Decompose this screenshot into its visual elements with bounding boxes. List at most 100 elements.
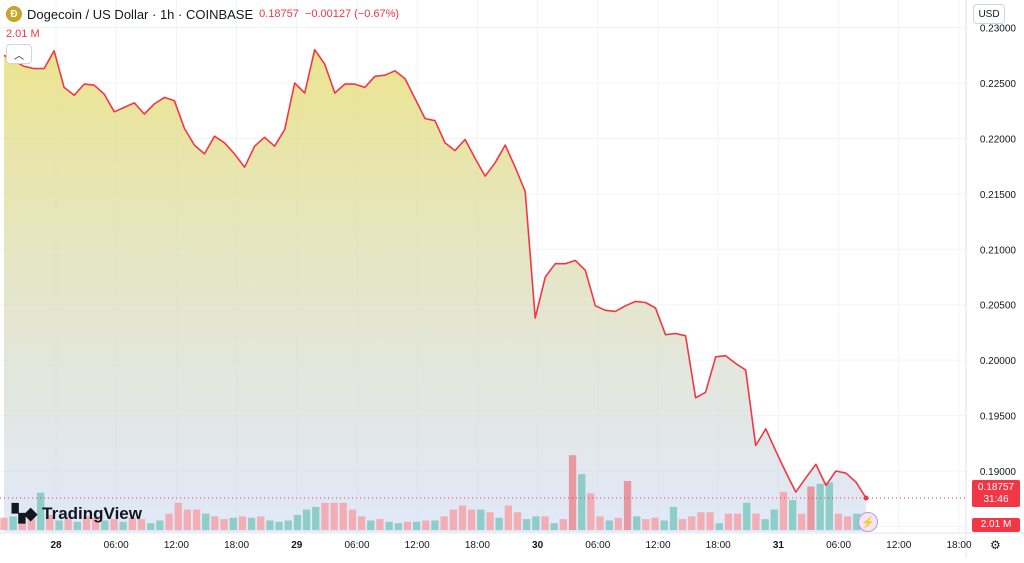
volume-bar <box>376 519 384 530</box>
last-price-dot <box>863 495 869 501</box>
volume-bars <box>0 455 870 530</box>
volume-bar <box>550 523 558 530</box>
volume-bar <box>174 502 182 530</box>
volume-bar <box>37 492 45 530</box>
current-price-value: 0.18757 <box>977 482 1015 493</box>
volume-bar <box>578 474 586 530</box>
volume-bar <box>541 516 549 530</box>
volume-bar <box>853 513 861 530</box>
currency-button[interactable]: USD <box>973 4 1005 24</box>
volume-bar <box>339 502 347 530</box>
y-tick-label: 0.20000 <box>980 356 1017 367</box>
volume-bar <box>64 519 72 530</box>
price-area <box>4 49 866 532</box>
symbol-title[interactable]: Dogecoin / US Dollar · 1h · COINBASE <box>27 6 254 22</box>
volume-bar <box>614 517 622 530</box>
volume-bar <box>660 520 668 530</box>
x-tick-label: 31 <box>773 540 785 551</box>
volume-bar <box>55 520 63 530</box>
gear-icon[interactable]: ⚙ <box>990 538 1001 552</box>
x-tick-label: 12:00 <box>164 540 189 551</box>
volume-bar <box>706 512 714 530</box>
volume-bar <box>798 513 806 530</box>
volume-bar <box>27 516 36 530</box>
volume-bar <box>651 517 659 530</box>
chevron-up-icon: ︿ <box>14 50 24 62</box>
volume-bar <box>257 516 265 530</box>
volume-bar <box>761 519 769 530</box>
volume-bar <box>302 509 311 530</box>
volume-bar <box>789 500 797 530</box>
volume-bar <box>477 509 485 530</box>
volume-bar <box>458 505 467 530</box>
volume-bar <box>715 523 723 530</box>
y-tick-label: 0.21500 <box>980 190 1017 201</box>
volume-bar <box>504 505 512 530</box>
volume-bar <box>807 486 815 530</box>
volume-bar <box>468 509 476 530</box>
volume-bar <box>0 517 8 530</box>
volume-bar <box>495 517 503 530</box>
volume-bar <box>422 520 430 530</box>
symbol-header[interactable]: Ð Dogecoin / US Dollar · 1h · COINBASE 0… <box>6 4 399 24</box>
volume-bar <box>669 506 678 530</box>
volume-bar <box>816 483 824 530</box>
volume-bar <box>697 512 705 530</box>
x-tick-label: 12:00 <box>886 540 911 551</box>
x-tick-label: 06:00 <box>344 540 369 551</box>
price-line-layer <box>0 48 966 501</box>
x-tick-label: 29 <box>291 540 303 551</box>
volume-bar <box>587 493 595 530</box>
volume-bar <box>9 516 17 530</box>
volume-bar <box>733 513 742 530</box>
y-tick-label: 0.19000 <box>980 467 1017 478</box>
volume-bar <box>247 517 256 530</box>
volume-bar <box>348 509 357 530</box>
price-axis[interactable]: 0.23000 0.22500 0.22000 0.21500 0.21000 0.205… <box>965 0 1017 558</box>
y-tick-label: 0.21000 <box>980 245 1017 256</box>
volume-bar <box>165 513 173 530</box>
volume-bar <box>486 512 494 530</box>
volume-bar <box>101 520 109 530</box>
volume-bar <box>596 516 604 530</box>
x-tick-label: 18:00 <box>706 540 731 551</box>
volume-bar <box>330 502 338 530</box>
x-tick-label: 28 <box>50 540 62 551</box>
volume-bar <box>403 521 412 530</box>
volume-bar <box>202 513 210 530</box>
volume-bar <box>82 516 91 530</box>
x-tick-label: 18:00 <box>224 540 249 551</box>
volume-bar <box>192 509 201 530</box>
volume-bar <box>688 516 696 530</box>
price-change: −0.00127 (−0.67%) <box>304 8 400 20</box>
volume-bar <box>137 519 146 530</box>
price-area-fill <box>4 49 866 532</box>
volume-bar <box>394 523 402 530</box>
volume-bar <box>532 516 540 530</box>
collapse-legend-button[interactable]: ︿ <box>6 44 32 64</box>
current-price-tag: 0.18757 31:46 <box>972 480 1020 507</box>
volume-bar <box>275 521 283 530</box>
volume-bar <box>825 482 833 530</box>
volume-bar <box>678 519 687 530</box>
x-tick-label: 18:00 <box>946 540 971 551</box>
y-tick-label: 0.22500 <box>980 79 1017 90</box>
volume-bar <box>293 515 302 530</box>
lightning-icon[interactable]: ⚡ <box>858 512 878 532</box>
last-price: 0.18757 <box>259 8 299 20</box>
x-tick-label: 06:00 <box>585 540 610 551</box>
volume-bar <box>312 506 320 530</box>
volume-bar <box>119 521 127 530</box>
time-axis[interactable]: 28 06:00 12:00 18:00 29 06:00 12:00 18:00 30 06:0… <box>0 532 1024 551</box>
volume-bar <box>110 519 118 530</box>
volume-bar <box>752 513 760 530</box>
volume-bar <box>523 519 531 530</box>
x-tick-label: 18:00 <box>465 540 490 551</box>
volume-bar <box>743 502 751 530</box>
volume-bar <box>844 516 852 530</box>
volume-bar <box>238 516 247 530</box>
volume-bar <box>183 509 191 530</box>
tradingview-logo[interactable]: ▚◆ TradingView <box>12 504 142 524</box>
